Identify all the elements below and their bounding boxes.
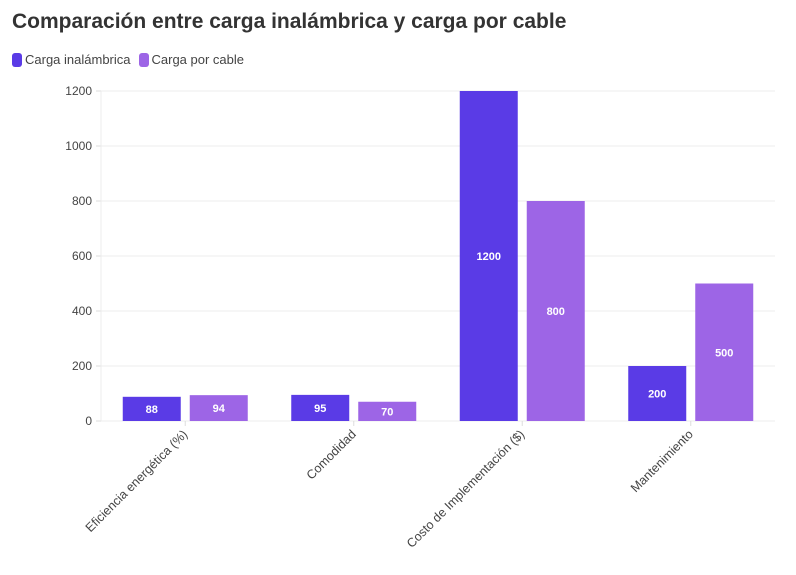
legend-swatch: [12, 52, 22, 67]
bar: [695, 283, 754, 421]
y-tick-label: 800: [72, 194, 92, 208]
data-label: 94: [213, 403, 226, 415]
data-label: 70: [381, 406, 393, 418]
data-label: 95: [314, 403, 326, 415]
bar: [122, 396, 181, 421]
legend-item[interactable]: Carga por cable: [138, 52, 245, 67]
legend-label: Carga inalámbrica: [25, 52, 131, 67]
bar: [291, 394, 350, 421]
bar: [189, 395, 248, 421]
data-label: 1200: [477, 251, 501, 263]
x-tick-label: Comodidad: [304, 427, 359, 482]
y-tick-label: 1200: [65, 84, 92, 98]
data-label: 200: [648, 389, 666, 401]
y-tick-label: 600: [72, 249, 92, 263]
bar: [628, 366, 687, 421]
chart-title: Comparación entre carga inalámbrica y ca…: [12, 10, 567, 33]
data-label: 800: [547, 306, 565, 318]
legend: Carga inalámbrica Carga por cable: [12, 52, 244, 67]
x-tick-label: Mantenimiento: [628, 427, 696, 495]
y-tick-label: 200: [72, 359, 92, 373]
x-tick-label: Eficiencia energética (%): [83, 427, 191, 535]
data-label: 88: [146, 404, 158, 416]
legend-item[interactable]: Carga inalámbrica: [12, 52, 131, 67]
data-label: 500: [715, 347, 733, 359]
bar: [459, 91, 518, 421]
bar: [358, 401, 417, 421]
y-tick-label: 0: [85, 414, 92, 428]
legend-label: Carga por cable: [151, 52, 245, 67]
x-tick-label: Costo de Implementación ($): [404, 427, 527, 550]
legend-swatch: [138, 52, 149, 67]
bar: [526, 201, 585, 421]
y-tick-label: 400: [72, 304, 92, 318]
y-tick-label: 1000: [65, 139, 92, 153]
